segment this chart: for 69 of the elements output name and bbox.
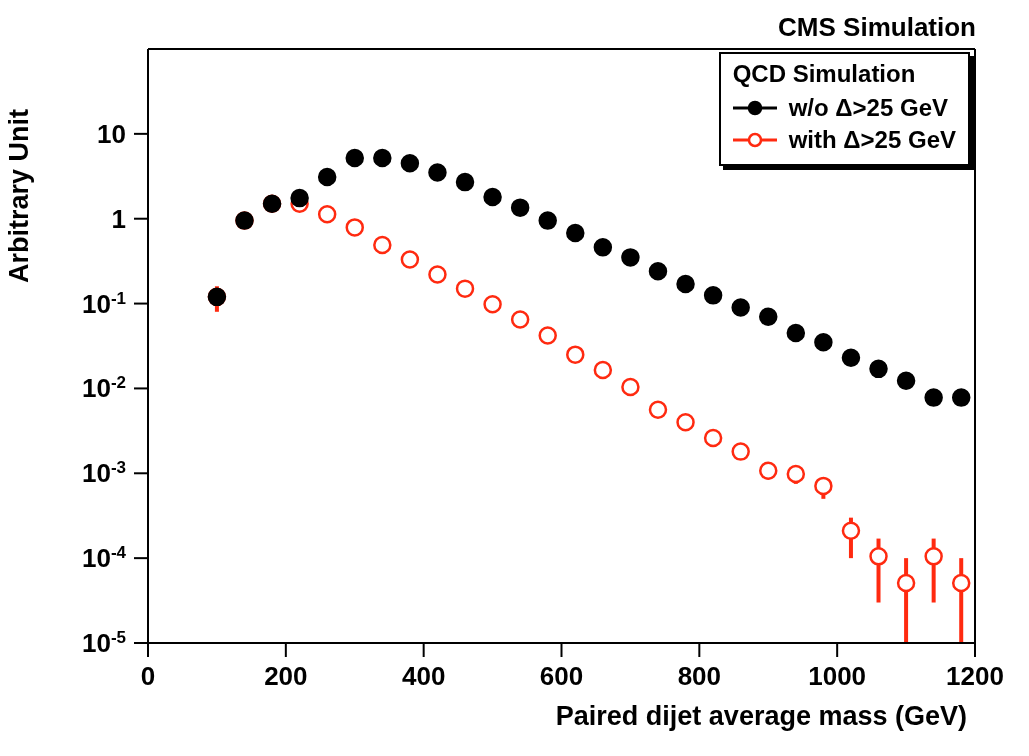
y-tick-label: 10$^{-5}$ [81, 627, 126, 658]
point [593, 360, 613, 380]
y-tick-label: 10$^{-4}$ [81, 542, 127, 574]
x-tick-label: 200 [264, 661, 308, 691]
point [400, 154, 420, 173]
x-tick-label: 600 [539, 661, 584, 691]
legend-label: with Δ>25 GeV [788, 126, 956, 154]
point [290, 188, 309, 208]
legend-title: QCD Simulation [732, 60, 917, 88]
point [648, 400, 668, 420]
point [648, 262, 668, 281]
y-tick-label: 1 [111, 203, 126, 234]
point [345, 218, 364, 237]
y-tick-label: 10 [97, 118, 126, 149]
point [841, 348, 861, 367]
point [317, 167, 337, 187]
point [621, 377, 640, 397]
point [400, 250, 420, 269]
point [814, 333, 833, 352]
point [483, 187, 502, 207]
point [593, 238, 613, 257]
legend-label: w/o Δ>25 GeV [788, 94, 949, 122]
point [731, 298, 750, 317]
point [538, 211, 557, 230]
point [428, 265, 447, 284]
point [345, 148, 364, 168]
point [538, 326, 557, 345]
x-tick-label: 0 [140, 661, 156, 691]
point [428, 163, 447, 182]
point [703, 428, 723, 448]
point [566, 223, 585, 243]
point [455, 172, 475, 192]
y-axis-title: Arbitrary Unit [3, 108, 34, 284]
point [483, 295, 502, 314]
point [703, 286, 723, 305]
point [841, 521, 861, 541]
point [759, 461, 778, 481]
point [759, 307, 778, 326]
point [373, 148, 392, 168]
x-tick-label: 400 [401, 661, 446, 691]
point [676, 274, 695, 294]
point [566, 345, 585, 364]
point [869, 547, 888, 566]
point [924, 547, 943, 566]
point [786, 323, 806, 343]
point [869, 359, 888, 379]
point [814, 476, 833, 496]
point [896, 371, 916, 391]
x-tick-label: 1000 [808, 661, 867, 691]
point [621, 248, 640, 267]
point [951, 388, 971, 407]
point [510, 198, 530, 217]
point [373, 235, 392, 255]
x-axis-title: Paired dijet average mass (GeV) [555, 701, 967, 731]
point [896, 573, 916, 593]
point [731, 442, 750, 461]
y-tick-label: 10$^{-1}$ [81, 288, 126, 319]
y-tick-label: 10$^{-3}$ [81, 457, 126, 489]
point [455, 279, 475, 298]
chart-title: CMS Simulation [778, 12, 976, 43]
point [951, 573, 971, 593]
point [317, 204, 337, 224]
x-tick-label: 800 [677, 661, 722, 691]
point [924, 388, 943, 407]
point [786, 464, 806, 484]
x-tick-label: 1200 [946, 661, 1004, 691]
point [676, 412, 695, 432]
point [510, 310, 530, 329]
y-tick-label: 10$^{-2}$ [81, 372, 126, 404]
